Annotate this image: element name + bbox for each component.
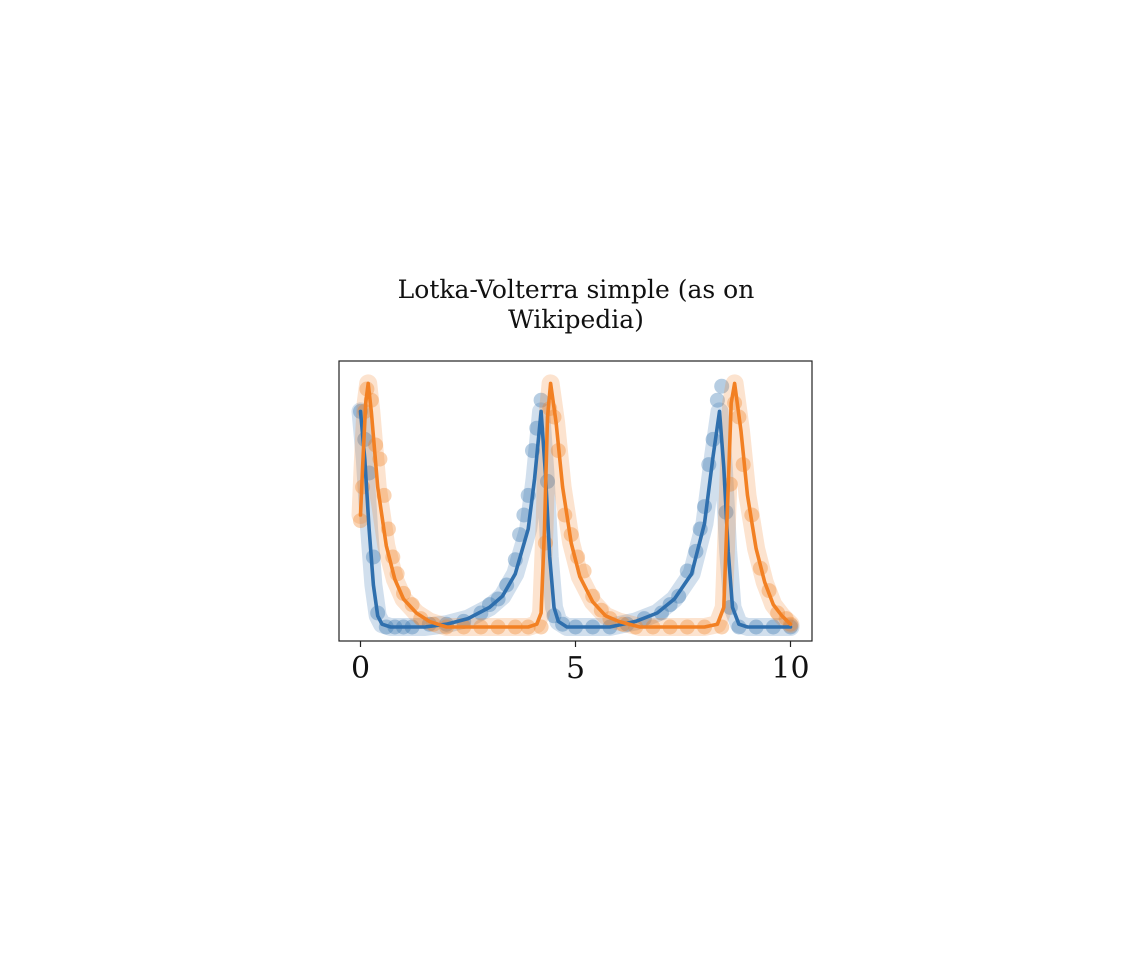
chart-title-line-1: Lotka-Volterra simple (as on: [398, 275, 755, 304]
series-2-point-1: [353, 513, 368, 529]
series-1-point-23: [533, 392, 549, 408]
series-1-point-32: [654, 605, 669, 621]
x-tick-label-2: 10: [771, 651, 809, 686]
series-1-point-19: [516, 507, 532, 523]
x-tick-label-0: 0: [351, 651, 370, 686]
series-1-line: [358, 409, 793, 629]
plot-area: [351, 374, 800, 636]
chart-title-line-2: Wikipedia): [508, 305, 644, 334]
series-2-point-13: [404, 597, 420, 613]
series-1-point-42: [714, 378, 730, 394]
series-1-point-45: [731, 619, 747, 635]
x-tick-label-1: 5: [566, 651, 585, 686]
series-1-point-41: [709, 392, 725, 408]
series-2-line: [358, 381, 793, 629]
x-axis: 0 5 10: [351, 641, 810, 686]
series-1-point-18: [512, 527, 528, 543]
